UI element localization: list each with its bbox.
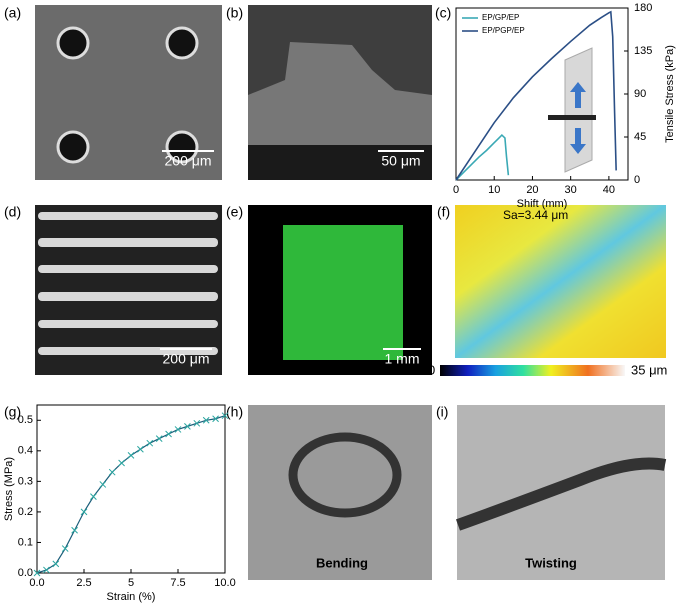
y-tick-label: 180 <box>634 2 652 14</box>
panel-label: (b) <box>226 5 243 21</box>
x-axis-title: Shift (mm) <box>517 198 568 210</box>
marker <box>127 452 135 459</box>
caption: Bending <box>316 555 368 570</box>
scale-bar <box>378 150 424 152</box>
photo <box>248 405 432 580</box>
marker <box>137 445 144 453</box>
marker <box>108 468 116 476</box>
panel-label: (d) <box>4 204 21 220</box>
line <box>36 415 226 574</box>
x-tick-label: 20 <box>526 184 538 196</box>
marker <box>174 426 182 433</box>
y-axis-title: Tensile Stress (kPa) <box>664 45 676 143</box>
marker <box>146 439 154 447</box>
marker <box>165 430 172 438</box>
marker <box>80 508 88 516</box>
y-tick-label: 0.2 <box>18 506 33 518</box>
bent-film <box>288 432 402 518</box>
optical-image <box>35 205 222 375</box>
panel-label: (g) <box>4 404 21 420</box>
annotation: Sa=3.44 μm <box>503 208 568 222</box>
x-tick-label: 10 <box>488 184 500 196</box>
y-tick-label: 0.0 <box>18 567 33 579</box>
green-region <box>283 225 403 360</box>
holes <box>56 26 199 164</box>
marker <box>212 415 219 423</box>
panel-label: (c) <box>435 5 451 21</box>
marker <box>52 560 60 568</box>
stripes <box>38 212 218 355</box>
x-axis-title: Strain (%) <box>107 591 156 603</box>
marker <box>202 416 210 424</box>
y-axis-title: Stress (MPa) <box>3 457 15 521</box>
panel-label: (a) <box>4 5 21 21</box>
x-tick-label: 5 <box>128 577 134 589</box>
y-tick-label: 90 <box>634 88 646 100</box>
line <box>455 10 617 181</box>
legend-label: EP/GP/EP <box>482 13 519 22</box>
scale-bar <box>162 150 214 152</box>
inset-illustration <box>548 47 596 173</box>
x-tick-label: 10.0 <box>214 577 235 589</box>
x-tick-label: 0 <box>453 184 459 196</box>
marker <box>99 481 107 488</box>
cross-section <box>248 42 432 145</box>
legend-label: EP/PGP/EP <box>482 26 525 35</box>
x-tick-label: 0.0 <box>29 577 44 589</box>
scale-label: 50 μm <box>381 153 420 169</box>
caption: Twisting <box>525 555 577 570</box>
marker <box>193 419 201 427</box>
scale-label: 200 μm <box>163 351 210 367</box>
y-tick-label: 0.4 <box>18 445 33 457</box>
twisted-film <box>455 457 667 531</box>
y-tick-label: 0.3 <box>18 475 33 487</box>
x-tick-label: 40 <box>603 184 615 196</box>
panel-label: (i) <box>436 404 448 420</box>
marker <box>184 423 191 430</box>
y-tick-label: 0.1 <box>18 536 33 548</box>
x-tick-label: 30 <box>565 184 577 196</box>
marker <box>90 493 97 500</box>
scale-label: 1 mm <box>385 351 420 367</box>
marker <box>61 545 69 552</box>
panel-label: (h) <box>226 404 243 420</box>
scale-bar <box>383 348 421 350</box>
marker <box>155 435 163 442</box>
marker <box>33 569 41 577</box>
marker <box>118 459 125 467</box>
panel-label: (f) <box>437 204 450 220</box>
y-tick-label: 0.5 <box>18 414 33 426</box>
x-tick-label: 7.5 <box>170 577 185 589</box>
colorbar <box>440 365 625 376</box>
y-tick-label: 0 <box>634 174 640 186</box>
colorbar-max: 35 μm <box>631 362 667 377</box>
line <box>455 133 510 181</box>
marker <box>71 526 78 534</box>
marker <box>221 412 229 420</box>
height-map <box>455 205 666 358</box>
scale-label: 200 μm <box>165 153 212 169</box>
panel-label: (e) <box>226 204 243 220</box>
colorbar-min: 0 <box>428 362 435 377</box>
y-tick-label: 135 <box>634 45 652 57</box>
x-tick-label: 2.5 <box>76 577 91 589</box>
y-tick-label: 45 <box>634 131 646 143</box>
marker <box>43 566 50 574</box>
scale-bar <box>160 348 212 350</box>
